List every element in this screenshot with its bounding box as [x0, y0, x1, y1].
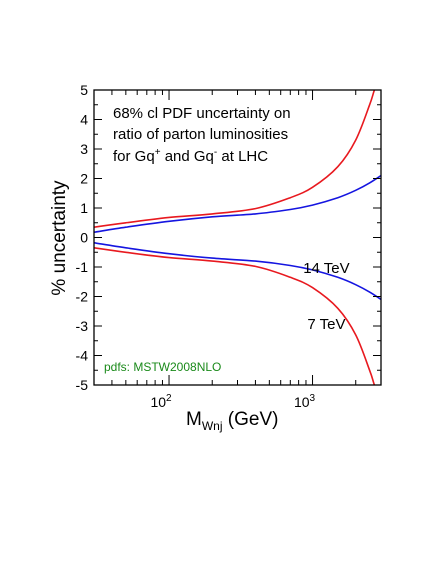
y-tick-label: -1	[76, 259, 89, 275]
series-curves	[94, 90, 381, 385]
axis-ticks	[93, 89, 382, 386]
pdf-label: pdfs: MSTW2008NLO	[104, 360, 221, 374]
annotation-line-1: 68% cl PDF uncertainty on	[113, 105, 291, 122]
y-tick-label: 3	[80, 141, 88, 157]
series-line-2	[94, 247, 376, 385]
annotation-line-3: for Gq+ and Gq- at LHC	[113, 147, 268, 165]
x-tick-label-base: 10	[150, 394, 166, 410]
annotation-line-3-middle: and Gq	[161, 148, 214, 165]
x-tick-label: 103	[294, 393, 316, 410]
curve-labels: 14 TeV 7 TeV	[303, 260, 349, 333]
annotation-line-3-sup-minus: -	[214, 147, 217, 158]
x-tick-label-base: 10	[294, 394, 310, 410]
x-axis-title-main: M	[186, 409, 202, 430]
y-tick-label: -3	[76, 318, 89, 334]
curve-label: 7 TeV	[307, 316, 345, 333]
y-tick-labels: -5 -4 -3 -2 -1 0 1 2 3 4 5	[76, 82, 89, 393]
y-tick-label: 4	[80, 112, 88, 128]
x-tick-label-exp: 3	[310, 393, 316, 404]
series-line-3	[94, 174, 381, 233]
y-tick-label: 0	[80, 230, 88, 246]
y-tick-label: -2	[76, 289, 89, 305]
annotation-line-3-suffix: at LHC	[217, 148, 268, 165]
x-tick-labels: 102 103	[150, 393, 315, 410]
y-tick-label: -5	[76, 377, 89, 393]
x-axis-title: MWnj (GeV)	[186, 409, 278, 433]
y-tick-label: 5	[80, 82, 88, 98]
y-tick-label: 2	[80, 171, 88, 187]
x-axis-title-sub: Wnj	[202, 419, 223, 433]
y-tick-label: -4	[76, 348, 89, 364]
x-tick-label-exp: 2	[166, 393, 172, 404]
series-line-4	[94, 242, 381, 301]
x-tick-label: 102	[150, 393, 172, 410]
series-line-1	[94, 90, 376, 228]
annotation-line-3-sup-plus: +	[155, 147, 161, 158]
x-axis-title-unit: (GeV)	[223, 409, 279, 430]
annotation-line-3-prefix: for Gq	[113, 148, 155, 165]
annotation-line-2: ratio of parton luminosities	[113, 126, 288, 143]
curve-label: 14 TeV	[303, 260, 349, 277]
y-axis-title: % uncertainty	[49, 180, 70, 296]
y-tick-label: 1	[80, 200, 88, 216]
